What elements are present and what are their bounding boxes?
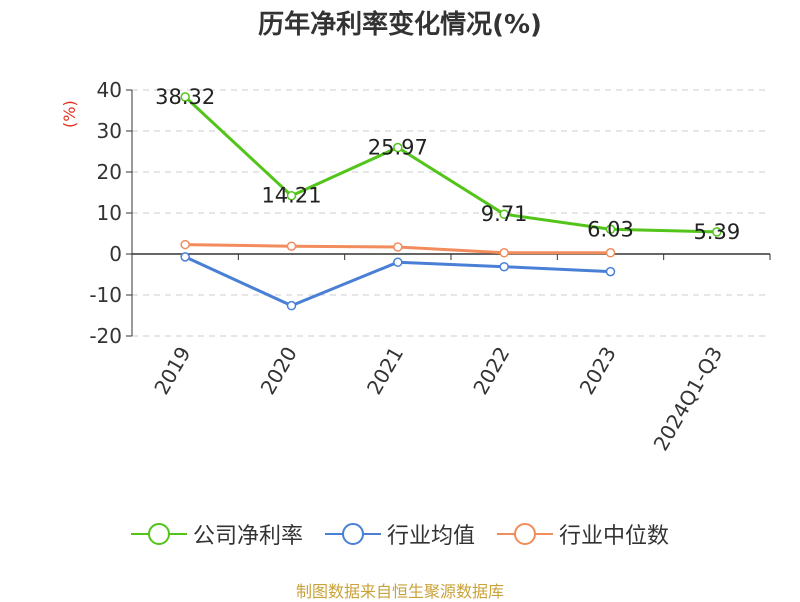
data-point [605, 248, 616, 258]
chart-title: 历年净利率变化情况(%) [258, 10, 542, 40]
y-tick-label: -10 [89, 283, 122, 307]
data-point [180, 239, 190, 250]
data-point [286, 300, 297, 311]
x-tick-label: 2021 [362, 343, 408, 399]
data-point [180, 252, 190, 262]
y-tick-label: -20 [89, 324, 122, 348]
legend: 公司净利率 行业均值 行业中位数 [0, 518, 800, 550]
y-tick-label: 10 [97, 201, 122, 225]
x-tick-label: 2022 [468, 342, 514, 398]
legend-label: 行业中位数 [559, 524, 670, 549]
data-point [712, 227, 722, 237]
y-tick-label: 40 [97, 78, 122, 102]
data-point [499, 248, 509, 258]
data-label: 14.21 [261, 184, 321, 208]
x-tick-label: 2024Q1-Q3 [648, 343, 727, 455]
source-note: 制图数据来自恒生聚源数据库 [295, 582, 504, 601]
data-point [286, 190, 297, 201]
y-tick-label: 20 [97, 160, 122, 184]
data-label: 6.03 [587, 217, 634, 241]
y-tick-label: 0 [109, 242, 122, 266]
data-label: 38.32 [155, 85, 215, 109]
data-point [180, 92, 190, 102]
x-tick-label: 2020 [256, 343, 302, 399]
data-point [499, 209, 509, 219]
legend-item-1[interactable]: 行业均值 [324, 518, 475, 550]
data-point [605, 224, 616, 235]
legend-label: 公司净利率 [192, 524, 303, 549]
data-label: 5.39 [693, 220, 740, 244]
data-point [605, 266, 616, 277]
legend-line-icon [324, 522, 381, 546]
legend-label: 行业均值 [386, 524, 475, 549]
x-tick-label: 2023 [575, 343, 621, 399]
data-point [499, 261, 509, 272]
legend-item-2[interactable]: 行业中位数 [497, 518, 669, 550]
data-label: 25.97 [368, 136, 428, 160]
data-point [393, 242, 403, 252]
data-label: 9.71 [481, 202, 528, 226]
series-line [184, 95, 717, 234]
legend-line-icon [497, 522, 553, 546]
x-tick-label: 2019 [149, 343, 195, 399]
data-point [393, 142, 403, 153]
data-point [393, 257, 403, 267]
legend-item-0[interactable]: 公司净利率 [130, 518, 303, 550]
y-tick-label: 30 [97, 119, 122, 143]
data-point [286, 241, 297, 251]
legend-line-icon [130, 522, 187, 546]
